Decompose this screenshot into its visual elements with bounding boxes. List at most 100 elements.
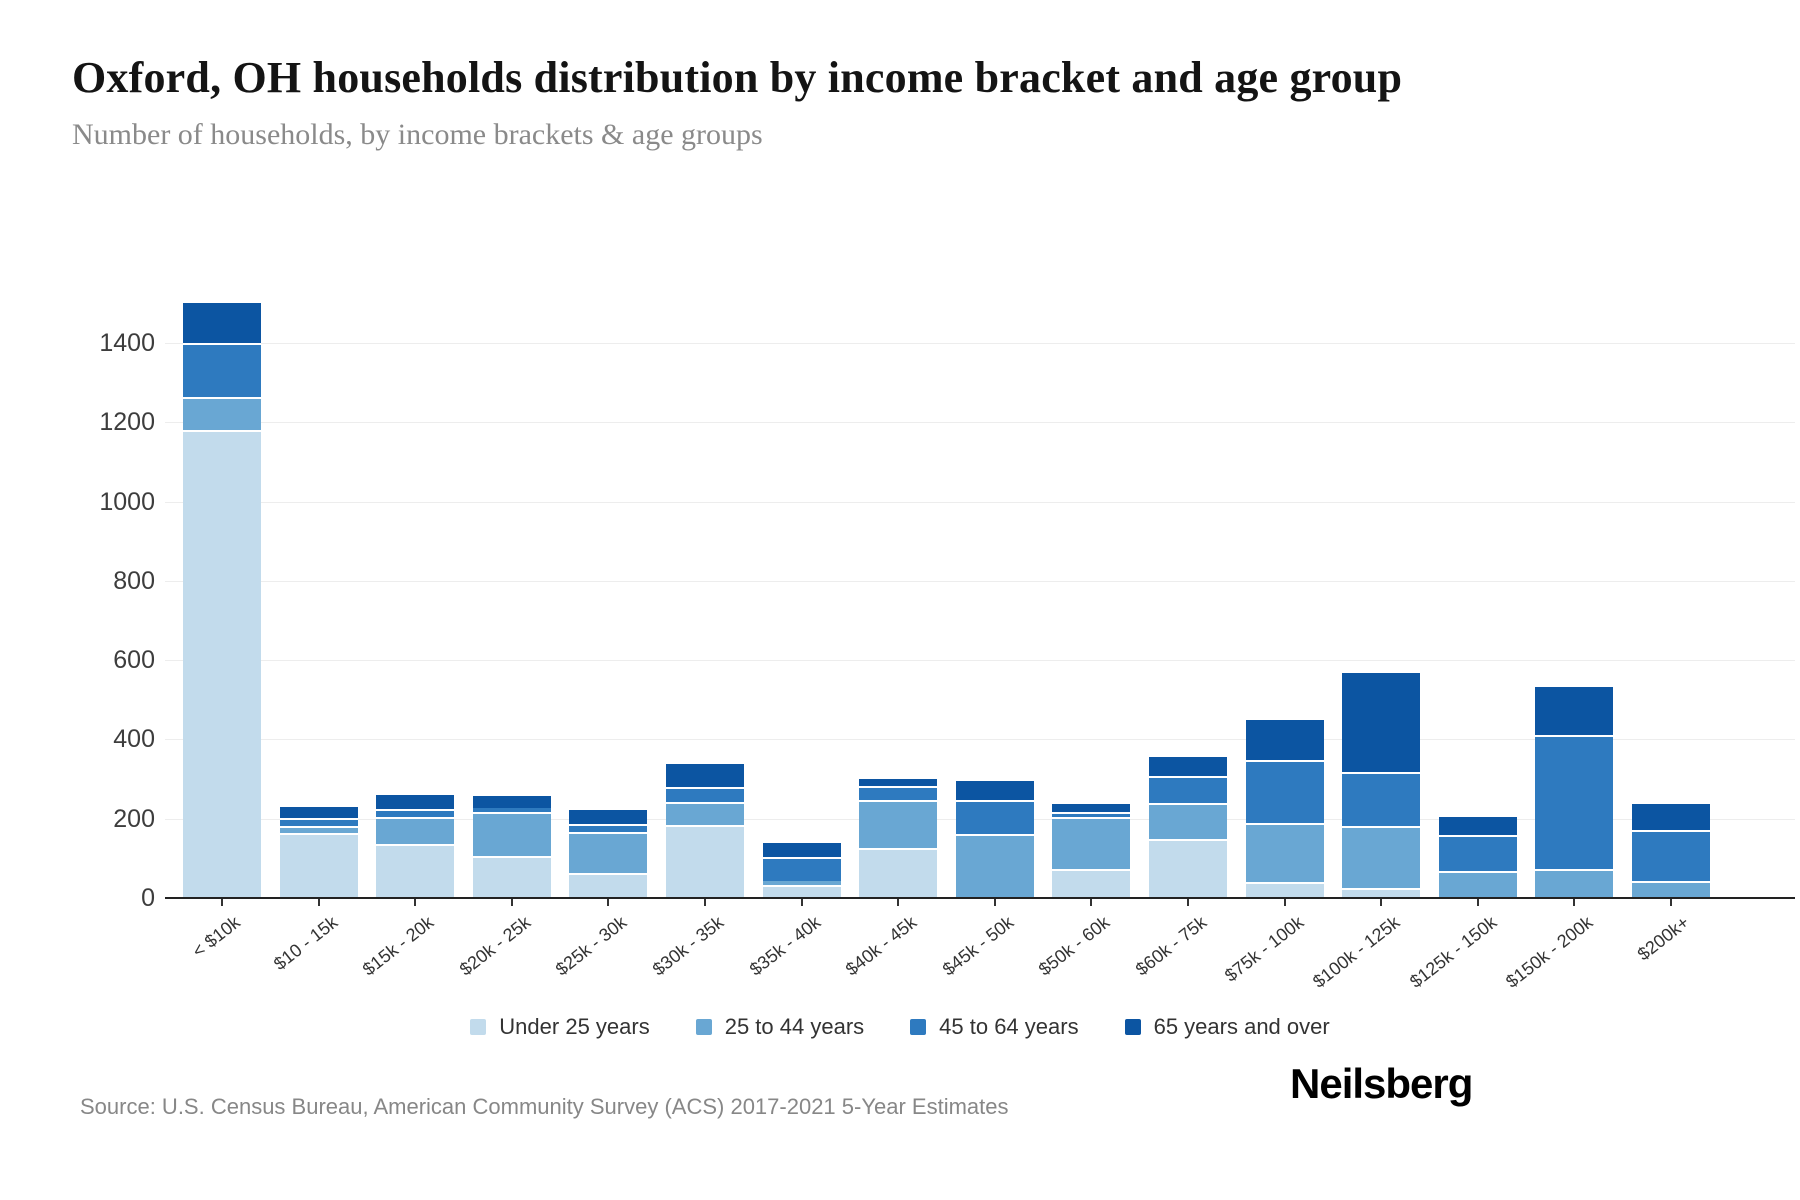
legend-swatch-icon <box>1124 1019 1141 1035</box>
bar-segment-$10 - 15k-25 to 44 years[interactable] <box>279 826 358 833</box>
bar-segment-$25k - 30k-Under 25 years[interactable] <box>569 873 648 898</box>
x-axis-tick <box>993 898 996 906</box>
x-axis-tick-label: $150k - 200k <box>1502 912 1597 992</box>
bar-segment-$25k - 30k-25 to 44 years[interactable] <box>569 832 648 874</box>
bar-segment-$100k - 125k-Under 25 years[interactable] <box>1342 888 1421 898</box>
x-axis-tick <box>800 898 803 906</box>
legend-swatch-icon <box>910 1019 927 1035</box>
x-axis-tick <box>317 898 320 906</box>
bar-segment-$15k - 20k-Under 25 years[interactable] <box>376 844 455 898</box>
bar-segment-$100k - 125k-25 to 44 years[interactable] <box>1342 825 1421 889</box>
bar-segment-$75k - 100k-45 to 64 years[interactable] <box>1245 760 1324 824</box>
bar-segment-< $10k-45 to 64 years[interactable] <box>183 343 261 397</box>
bar-segment-$30k - 35k-Under 25 years[interactable] <box>666 825 744 898</box>
legend-label: 25 to 44 years <box>724 1014 865 1039</box>
bar-segment-$45k - 50k-45 to 64 years[interactable] <box>955 800 1034 835</box>
bar-segment-< $10k-65 years and over[interactable] <box>183 303 261 343</box>
bar-segment-$150k - 200k-25 to 44 years[interactable] <box>1535 869 1614 898</box>
bar-segment-$200k+-45 to 64 years[interactable] <box>1632 830 1710 881</box>
bar-segment-$40k - 45k-Under 25 years[interactable] <box>859 848 938 898</box>
bar-segment-$35k - 40k-Under 25 years[interactable] <box>762 884 841 898</box>
y-axis-tick-label: 200 <box>113 804 155 833</box>
bar-segment-$60k - 75k-25 to 44 years[interactable] <box>1149 802 1227 839</box>
bar-segment-$25k - 30k-65 years and over[interactable] <box>569 809 648 825</box>
bar-segment-$45k - 50k-25 to 44 years[interactable] <box>955 834 1034 898</box>
legend-item-25 to 44 years[interactable]: 25 to 44 years <box>695 1014 865 1040</box>
x-axis-tick <box>510 898 513 906</box>
x-axis-tick-label: $25k - 30k <box>552 912 631 980</box>
x-axis-tick-label: $30k - 35k <box>648 912 728 980</box>
x-axis-tick <box>414 898 417 906</box>
bar-segment-$125k - 150k-25 to 44 years[interactable] <box>1438 871 1517 898</box>
bar-segment-$20k - 25k-65 years and over[interactable] <box>472 795 551 809</box>
chart-title: Oxford, OH households distribution by in… <box>72 53 1403 102</box>
bar-segment-$60k - 75k-65 years and over[interactable] <box>1149 756 1227 776</box>
bar-segment-$150k - 200k-65 years and over[interactable] <box>1535 687 1614 736</box>
y-axis-tick-label: 1200 <box>99 408 155 437</box>
gridline-1000 <box>165 501 1795 503</box>
bar-segment-$15k - 20k-45 to 64 years[interactable] <box>376 809 455 818</box>
bar-segment-$100k - 125k-65 years and over[interactable] <box>1342 672 1421 772</box>
bar-segment-$200k+-65 years and over[interactable] <box>1632 804 1710 831</box>
x-axis-tick-label: $125k - 150k <box>1405 912 1501 992</box>
x-axis-tick <box>1283 898 1286 906</box>
bar-segment-< $10k-25 to 44 years[interactable] <box>183 396 261 431</box>
brand-logo: Neilsberg <box>1290 1060 1473 1107</box>
legend-item-Under 25 years[interactable]: Under 25 years <box>470 1014 650 1040</box>
x-axis-tick <box>607 898 610 906</box>
bar-segment-$10 - 15k-45 to 64 years[interactable] <box>279 817 358 827</box>
bar-segment-$50k - 60k-25 to 44 years[interactable] <box>1052 816 1131 870</box>
bar-segment-$45k - 50k-65 years and over[interactable] <box>955 781 1034 801</box>
bar-segment-$20k - 25k-Under 25 years[interactable] <box>472 855 551 898</box>
bar-segment-$30k - 35k-65 years and over[interactable] <box>666 764 744 787</box>
bar-segment-$100k - 125k-45 to 64 years[interactable] <box>1342 771 1421 826</box>
bar-segment-$10 - 15k-65 years and over[interactable] <box>279 806 358 818</box>
bar-segment-$15k - 20k-25 to 44 years[interactable] <box>376 817 455 845</box>
bar-segment-$40k - 45k-45 to 64 years[interactable] <box>859 786 938 801</box>
bar-segment-$125k - 150k-45 to 64 years[interactable] <box>1438 834 1517 872</box>
legend-swatch-icon <box>470 1019 487 1035</box>
gridline-400 <box>165 739 1795 741</box>
x-axis-tick-label: $35k - 40k <box>745 912 824 980</box>
legend-item-45 to 64 years[interactable]: 45 to 64 years <box>910 1014 1079 1040</box>
bar-segment-$40k - 45k-65 years and over[interactable] <box>859 779 938 787</box>
bar-segment-$50k - 60k-45 to 64 years[interactable] <box>1052 811 1131 817</box>
x-axis-tick <box>1670 898 1672 906</box>
bar-segment-$10 - 15k-Under 25 years[interactable] <box>279 832 358 898</box>
legend-label: 65 years and over <box>1153 1014 1330 1039</box>
gridline-1200 <box>165 422 1795 424</box>
bar-segment-$50k - 60k-65 years and over[interactable] <box>1052 804 1131 812</box>
bar-segment-$30k - 35k-45 to 64 years[interactable] <box>666 787 744 803</box>
bar-segment-$35k - 40k-45 to 64 years[interactable] <box>762 857 841 881</box>
legend-item-65 years and over[interactable]: 65 years and over <box>1124 1014 1330 1040</box>
x-axis-tick-label: < $10k <box>189 912 245 962</box>
bar-segment-$60k - 75k-Under 25 years[interactable] <box>1149 838 1227 898</box>
x-axis-tick <box>704 898 706 906</box>
bar-segment-$75k - 100k-Under 25 years[interactable] <box>1245 882 1324 898</box>
y-axis-tick-label: 0 <box>141 884 155 912</box>
bar-segment-$35k - 40k-65 years and over[interactable] <box>762 842 841 858</box>
bar-segment-$75k - 100k-25 to 44 years[interactable] <box>1245 823 1324 883</box>
x-axis-tick-label: $50k - 60k <box>1035 912 1114 980</box>
bar-segment-$15k - 20k-65 years and over[interactable] <box>376 794 455 810</box>
bar-segment-$60k - 75k-45 to 64 years[interactable] <box>1149 775 1227 803</box>
bar-segment-$30k - 35k-25 to 44 years[interactable] <box>666 802 744 826</box>
bar-segment-$50k - 60k-Under 25 years[interactable] <box>1052 869 1131 898</box>
bar-segment-$200k+-25 to 44 years[interactable] <box>1632 880 1710 898</box>
gridline-600 <box>165 660 1795 662</box>
bar-segment-$35k - 40k-25 to 44 years[interactable] <box>762 880 841 885</box>
gridline-800 <box>165 580 1795 582</box>
bar-segment-$150k - 200k-45 to 64 years[interactable] <box>1535 735 1614 870</box>
bar-segment-$25k - 30k-45 to 64 years[interactable] <box>569 824 648 833</box>
bar-segment-$20k - 25k-45 to 64 years[interactable] <box>472 808 551 813</box>
bar-segment-$125k - 150k-65 years and over[interactable] <box>1438 817 1517 835</box>
y-axis-tick-label: 1400 <box>99 329 155 357</box>
bar-segment-$40k - 45k-25 to 44 years[interactable] <box>859 800 938 849</box>
bar-segment-< $10k-Under 25 years[interactable] <box>183 430 261 898</box>
bar-segment-$75k - 100k-65 years and over[interactable] <box>1245 719 1324 761</box>
y-axis-tick-label: 600 <box>113 646 155 675</box>
bar-segment-$20k - 25k-25 to 44 years[interactable] <box>472 812 551 856</box>
x-axis-tick-label: $10 - 15k <box>269 912 341 974</box>
x-axis-tick-label: $100k - 125k <box>1309 912 1404 992</box>
